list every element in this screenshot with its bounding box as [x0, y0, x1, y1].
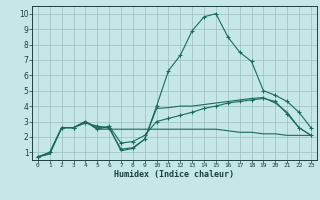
- X-axis label: Humidex (Indice chaleur): Humidex (Indice chaleur): [115, 170, 234, 179]
